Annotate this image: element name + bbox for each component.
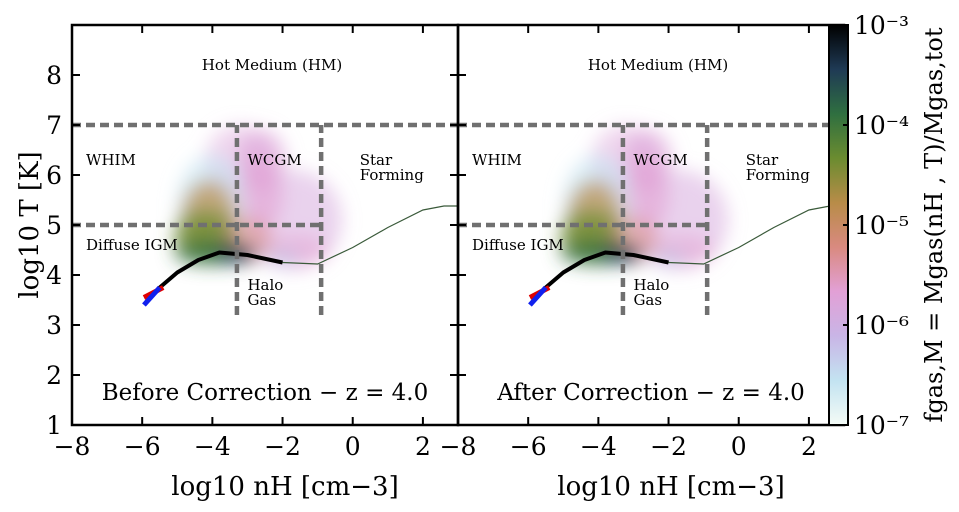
- region-label: WHIM: [472, 151, 522, 169]
- region-label: Gas: [247, 291, 276, 309]
- heatmap-density: [173, 125, 343, 270]
- region-label: Star: [746, 151, 779, 169]
- heat-blob: [240, 160, 283, 230]
- colorbar-tick-label: 10⁻⁶: [854, 311, 909, 340]
- eos-curve: [282, 205, 458, 265]
- colorbar-label: fgas,M = Mgas(nH , T)/Mgas,tot: [920, 27, 948, 422]
- heat-blob: [626, 160, 669, 230]
- x-tick-label: −6: [510, 432, 547, 461]
- region-label: WHIM: [86, 151, 136, 169]
- region-label: Halo: [633, 276, 669, 294]
- region-label: Diffuse IGM: [86, 236, 178, 254]
- y-tick-label: 7: [46, 111, 62, 140]
- y-tick-label: 1: [46, 411, 62, 440]
- colorbar-tick-label: 10⁻⁴: [854, 111, 909, 140]
- x-tick-label: 0: [345, 432, 361, 461]
- y-tick-label: 6: [46, 161, 62, 190]
- region-label: Hot Medium (HM): [202, 56, 342, 74]
- region-label: WCGM: [247, 151, 301, 169]
- x-tick-label: 2: [801, 432, 817, 461]
- region-label: Hot Medium (HM): [588, 56, 728, 74]
- region-label: Halo: [247, 276, 283, 294]
- x-tick-label: −2: [264, 432, 301, 461]
- y-axis-title-text: log10 T [K]: [15, 151, 45, 298]
- region-label: Forming: [746, 166, 810, 184]
- x-axis-title: log10 nH [cm−3]: [557, 472, 784, 502]
- heatmap-density: [559, 125, 729, 270]
- x-tick-label: −2: [650, 432, 687, 461]
- blue-marker: [142, 285, 162, 307]
- blue-marker: [528, 285, 548, 307]
- x-tick-label: −6: [124, 432, 161, 461]
- x-tick-label: −4: [194, 432, 231, 461]
- y-tick-label: 3: [46, 311, 62, 340]
- region-label: WCGM: [633, 151, 687, 169]
- colorbar-tick-label: 10⁻⁵: [854, 211, 909, 240]
- x-axis-title: log10 nH [cm−3]: [171, 472, 398, 502]
- y-tick-label: 8: [46, 61, 62, 90]
- y-tick-label: 5: [46, 211, 62, 240]
- region-label: Diffuse IGM: [472, 236, 564, 254]
- region-label: Forming: [360, 166, 424, 184]
- x-tick-label: 2: [415, 432, 431, 461]
- panels-root: Hot Medium (HM)WHIM WCGM StarFormingDiffus…: [46, 23, 846, 502]
- y-tick-label: 4: [46, 261, 62, 290]
- panel-caption: Before Correction − z = 4.0: [102, 380, 428, 406]
- y-axis-title: log10 T [K]: [15, 151, 45, 298]
- region-label: Star: [360, 151, 393, 169]
- x-tick-label: −4: [580, 432, 617, 461]
- region-label: Gas: [633, 291, 662, 309]
- x-tick-label: −8: [440, 432, 477, 461]
- colorbar-tick-label: 10⁻⁷: [854, 411, 909, 440]
- y-tick-label: 2: [46, 361, 62, 390]
- panel-caption: After Correction − z = 4.0: [496, 380, 805, 406]
- colorbar-tick-label: 10⁻³: [854, 11, 909, 40]
- x-tick-label: 0: [731, 432, 747, 461]
- colorbar: 10⁻³ 10⁻⁴ 10⁻⁵ 10⁻⁶ 10⁻⁷ fgas,M = Mgas(nH , T…: [828, 11, 948, 440]
- x-tick-label: −8: [54, 432, 91, 461]
